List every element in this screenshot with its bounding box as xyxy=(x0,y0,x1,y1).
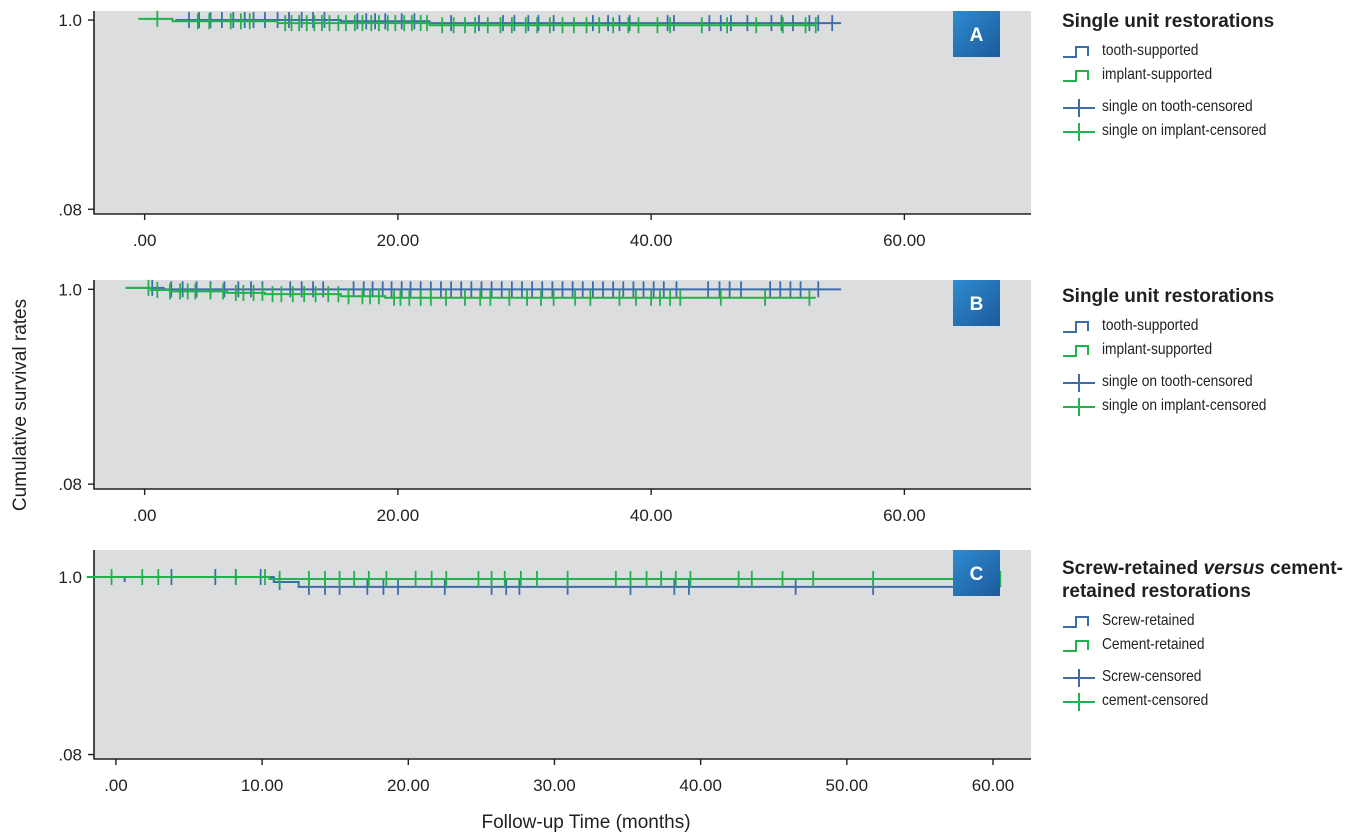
legend-item-label: single on tooth-censored xyxy=(1102,373,1253,390)
legend-item: single on tooth-censored xyxy=(1062,370,1274,394)
legend-item-label: tooth-supported xyxy=(1102,42,1199,59)
legend-item: Screw-retained xyxy=(1062,609,1372,633)
legend-gap xyxy=(1062,87,1274,95)
legend-item: implant-supported xyxy=(1062,338,1274,362)
y-tick-label: .08 xyxy=(58,475,82,494)
panel-a: .00 20.00 40.00 60.00 .08 1.0 A xyxy=(58,10,1031,250)
legend-title: Single unit restorations xyxy=(1062,11,1275,32)
legend-gap xyxy=(1062,362,1274,370)
series-1-line xyxy=(86,576,1001,580)
legend-item: single on implant-censored xyxy=(1062,119,1274,143)
legend-item: single on implant-censored xyxy=(1062,394,1274,418)
legend-item-label: single on implant-censored xyxy=(1102,122,1267,139)
legend-item: cement-censored xyxy=(1062,689,1372,713)
legend-item-label: tooth-supported xyxy=(1102,317,1199,334)
panel-c: .00 10.00 20.00 30.00 40.00 50.00 60.00 .08 1.0 C xyxy=(58,550,1031,795)
x-tick-label: 40.00 xyxy=(630,506,673,525)
censor-cross-icon xyxy=(1063,123,1095,141)
legend-title-part: cement-retained restorations xyxy=(1062,558,1343,602)
step-line-icon xyxy=(1063,321,1089,333)
legend-item-label: cement-censored xyxy=(1102,692,1209,709)
panel-badge: C xyxy=(953,550,1000,596)
y-axis-label: Cumulative survival rates xyxy=(10,299,31,511)
legend-step xyxy=(1063,345,1089,357)
x-tick-label: 50.00 xyxy=(826,776,869,795)
legend-title-italic: versus xyxy=(1203,558,1265,579)
x-tick-label: 20.00 xyxy=(377,231,420,250)
censor-cross-icon xyxy=(1063,669,1095,687)
x-tick-label: 30.00 xyxy=(533,776,576,795)
legend-step xyxy=(1063,321,1089,333)
legend-title: Screw-retained versus cement-retained re… xyxy=(1062,557,1372,603)
legend-gap xyxy=(1062,657,1372,665)
badge-box xyxy=(953,280,1000,326)
legend-step xyxy=(1063,616,1089,628)
censor-cross-icon xyxy=(1063,693,1095,711)
step-line-icon xyxy=(1063,345,1089,357)
legend-title: Single unit restorations xyxy=(1062,286,1275,307)
censor-cross-icon xyxy=(1063,374,1095,392)
legend-item-label: implant-supported xyxy=(1102,341,1213,358)
panel-letter: A xyxy=(970,25,984,46)
series-1-line xyxy=(138,17,816,27)
step-line-icon xyxy=(1063,46,1089,58)
legend-step xyxy=(1063,70,1089,82)
legend-a: Single unit restorations tooth-supported… xyxy=(1062,10,1274,143)
legend-item-label: single on implant-censored xyxy=(1102,397,1267,414)
legend-item: tooth-supported xyxy=(1062,39,1274,63)
legend-item-label: single on tooth-censored xyxy=(1102,98,1253,115)
plot-area xyxy=(94,550,1031,759)
y-tick-label: .08 xyxy=(58,746,82,765)
legend-step xyxy=(1063,46,1089,58)
x-tick-label: 20.00 xyxy=(387,776,430,795)
plot-area xyxy=(94,11,1031,214)
x-tick-label: 40.00 xyxy=(679,776,722,795)
y-tick-label: 1.0 xyxy=(58,280,82,299)
legend-item: tooth-supported xyxy=(1062,314,1274,338)
legend-item-label: Cement-retained xyxy=(1102,636,1205,653)
x-tick-label: 60.00 xyxy=(883,231,926,250)
x-tick-label: 40.00 xyxy=(630,231,673,250)
x-tick-label: 60.00 xyxy=(883,506,926,525)
step-line-icon xyxy=(1063,640,1089,652)
panel-b: .00 20.00 40.00 60.00 .08 1.0 B xyxy=(58,279,1031,525)
step-line-icon xyxy=(1063,70,1089,82)
y-tick-label: 1.0 xyxy=(58,568,82,587)
series-1-line xyxy=(125,286,816,299)
badge-box xyxy=(953,11,1000,57)
x-tick-label: 60.00 xyxy=(972,776,1015,795)
x-tick-label: .00 xyxy=(104,776,128,795)
legend-title-part: Screw-retained xyxy=(1062,558,1204,579)
x-tick-label: 20.00 xyxy=(377,506,420,525)
legend-c: Screw-retained versus cement-retained re… xyxy=(1062,557,1372,713)
panel-letter: B xyxy=(970,294,984,315)
legend-b: Single unit restorations tooth-supported… xyxy=(1062,285,1274,418)
panel-badge: B xyxy=(953,280,1000,326)
legend-item: Screw-censored xyxy=(1062,665,1372,689)
legend-item-label: implant-supported xyxy=(1102,66,1213,83)
panel-letter: C xyxy=(970,564,984,585)
x-tick-label: .00 xyxy=(133,506,157,525)
legend-item: Cement-retained xyxy=(1062,633,1372,657)
censor-cross-icon xyxy=(1063,99,1095,117)
x-axis-label: Follow-up Time (months) xyxy=(481,812,690,833)
y-tick-label: .08 xyxy=(58,200,82,219)
y-tick-label: 1.0 xyxy=(58,11,82,30)
plot-area xyxy=(94,280,1031,489)
panel-badge: A xyxy=(953,11,1000,57)
censor-cross-icon xyxy=(1063,398,1095,416)
legend-item: single on tooth-censored xyxy=(1062,95,1274,119)
legend-step xyxy=(1063,640,1089,652)
x-tick-label: .00 xyxy=(133,231,157,250)
x-tick-label: 10.00 xyxy=(241,776,284,795)
legend-item-label: Screw-retained xyxy=(1102,612,1195,629)
legend-item: implant-supported xyxy=(1062,63,1274,87)
legend-item-label: Screw-censored xyxy=(1102,668,1202,685)
step-line-icon xyxy=(1063,616,1089,628)
badge-box xyxy=(953,550,1000,596)
